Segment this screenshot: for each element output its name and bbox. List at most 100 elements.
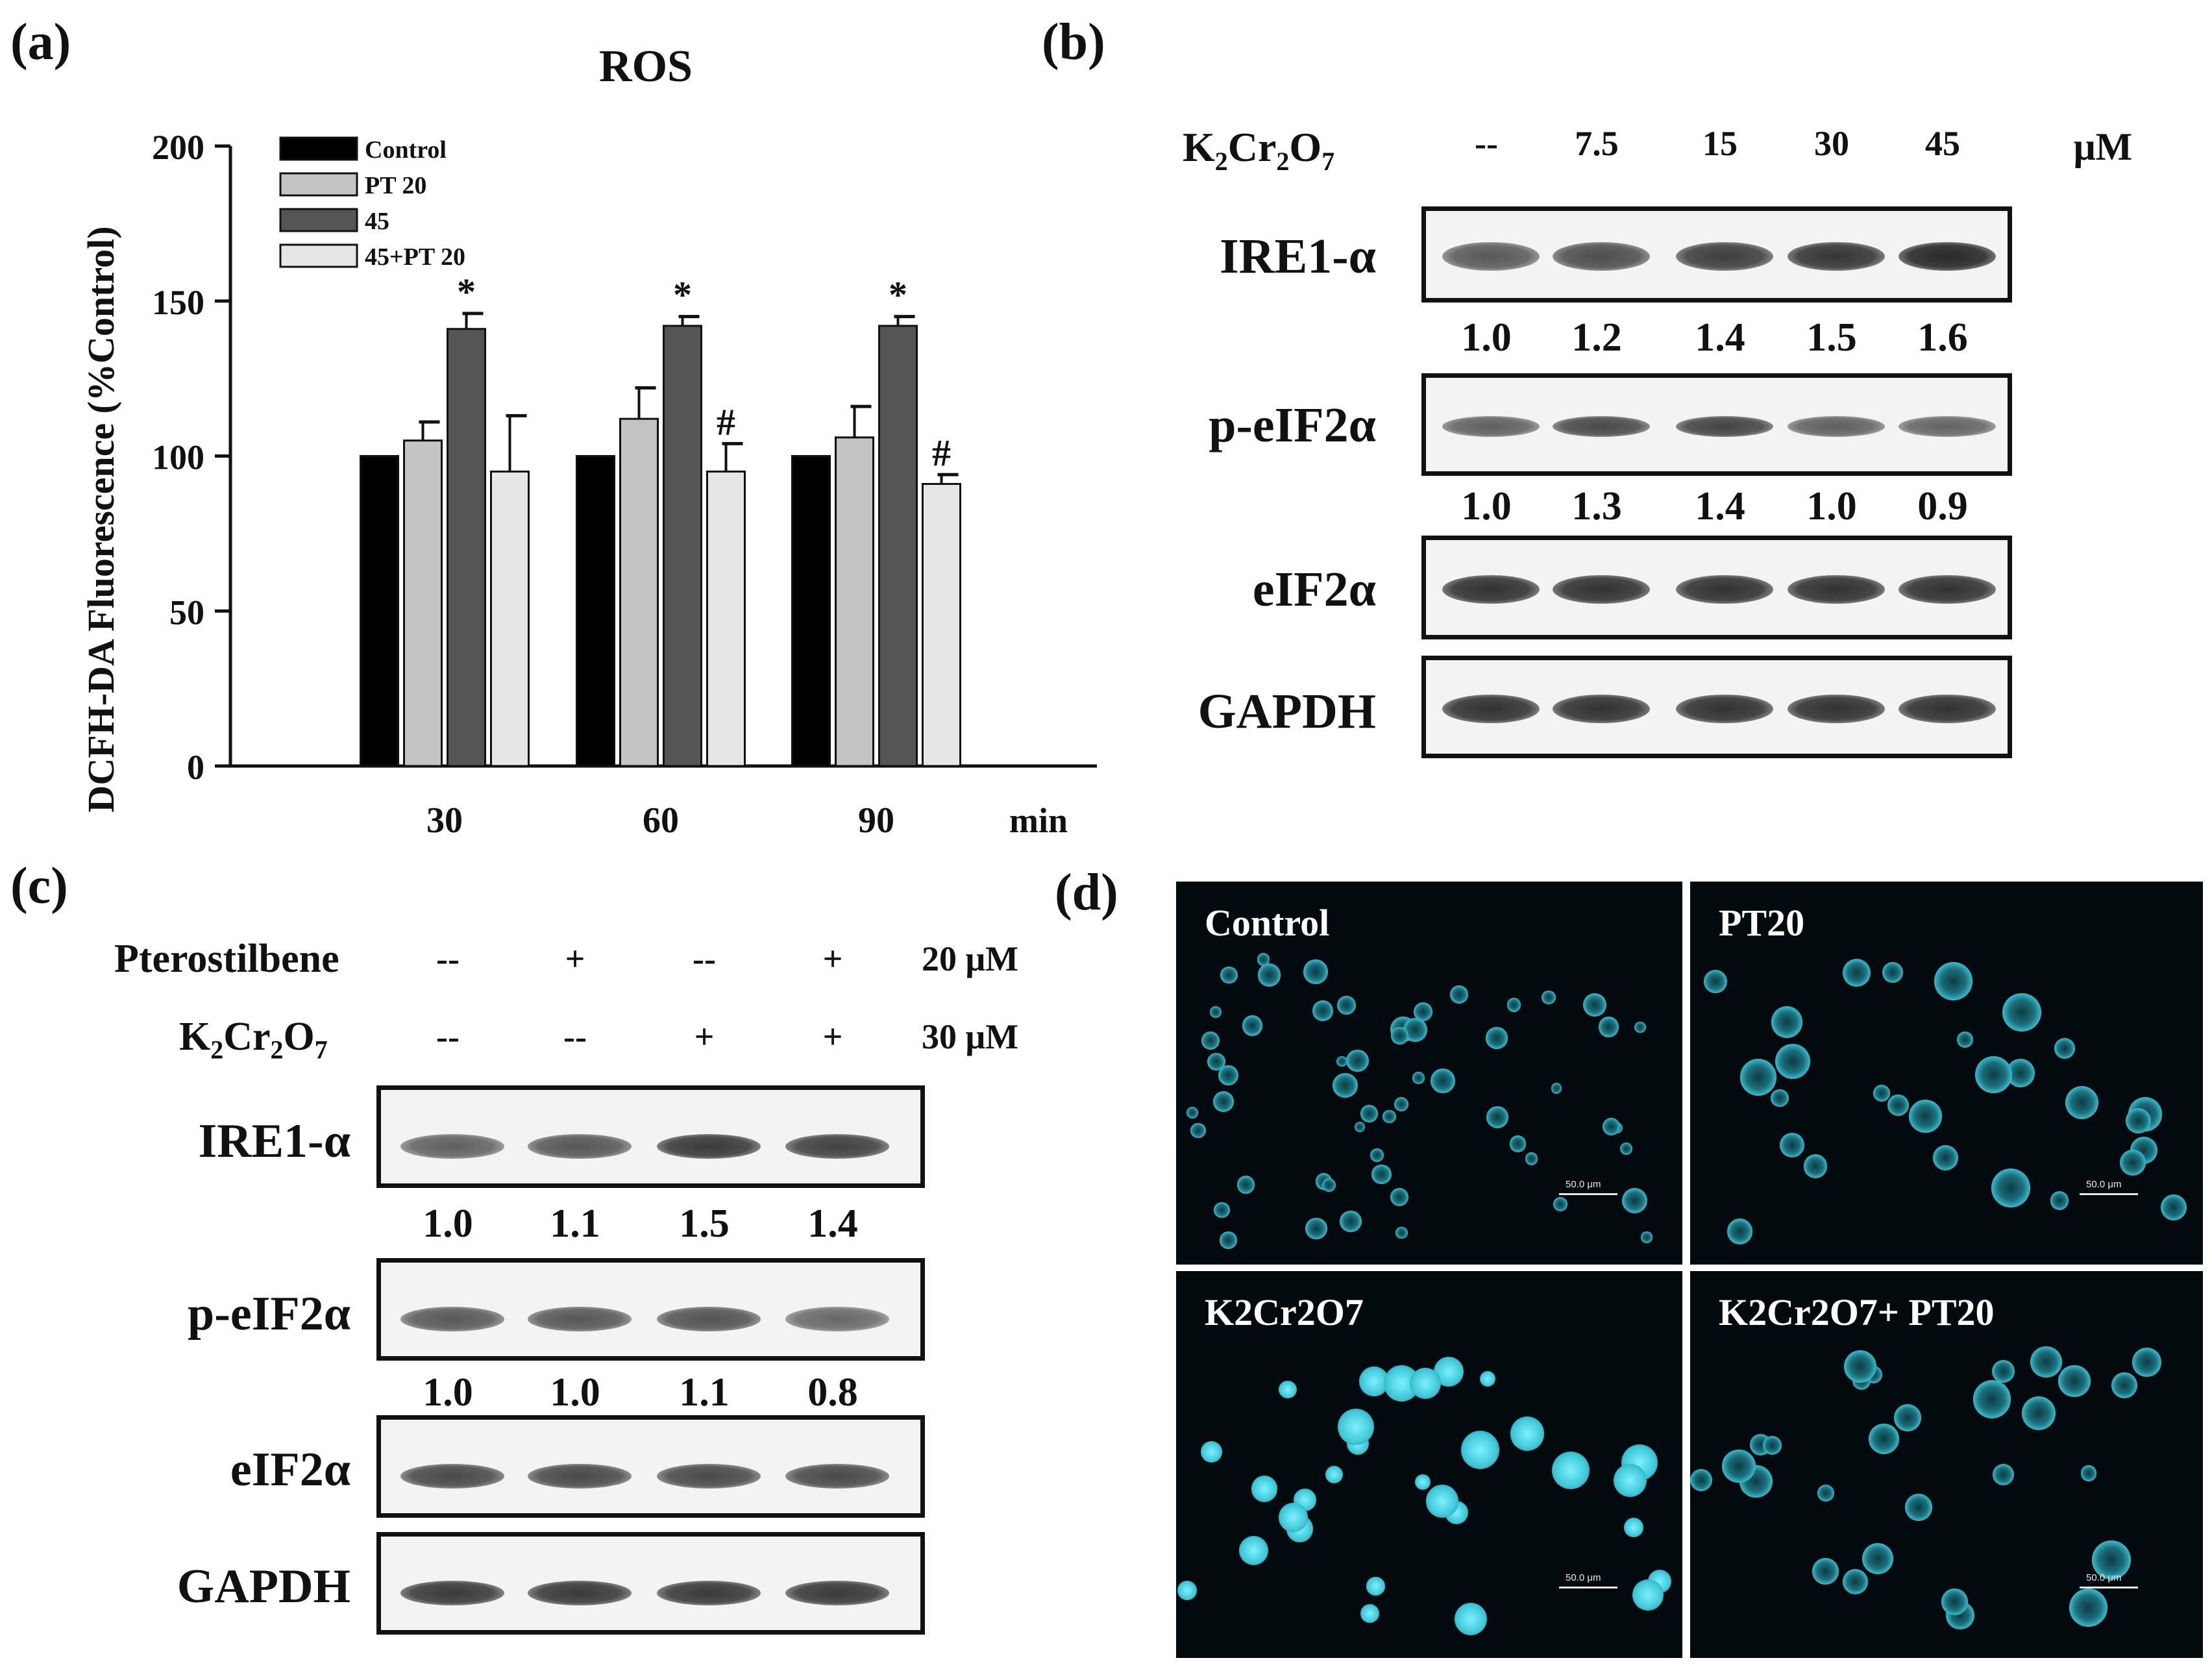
cell xyxy=(1506,998,1521,1012)
blot-label: p-eIF2α xyxy=(188,1287,350,1341)
protein-band xyxy=(785,1134,889,1159)
cell xyxy=(1932,1144,1958,1170)
western-blot xyxy=(376,1415,925,1518)
cell xyxy=(1257,953,1270,966)
cell xyxy=(1220,1231,1237,1249)
cell xyxy=(1279,1503,1308,1532)
scale-bar-label: 50.0 μm xyxy=(2086,1179,2122,1190)
cell xyxy=(1771,1089,1789,1107)
scale-bar xyxy=(2080,1587,2138,1589)
cell xyxy=(1336,1056,1347,1067)
cell xyxy=(1817,1484,1835,1502)
cell xyxy=(1909,1100,1942,1133)
cell xyxy=(1842,1568,1868,1594)
cell xyxy=(1812,1558,1839,1585)
cell xyxy=(1186,1107,1198,1119)
legend-swatch xyxy=(279,172,358,197)
cell xyxy=(1321,1178,1336,1193)
dose-label-c: 30 μM xyxy=(922,1017,1019,1056)
y-tick-label: 50 xyxy=(169,593,204,632)
cell xyxy=(1992,1463,2014,1485)
cell xyxy=(1780,1133,1805,1158)
ros-bar-chart: ROS DCFH-DA Fluorescence (%Control) min … xyxy=(80,42,1097,841)
blot-label: p-eIF2α xyxy=(1209,398,1376,452)
cell xyxy=(1762,1435,1782,1455)
cell xyxy=(1303,959,1328,984)
cell xyxy=(1214,1202,1230,1218)
bar xyxy=(619,417,659,767)
band-quantification: 1.6 xyxy=(1917,315,1968,360)
cell xyxy=(1190,1123,1206,1139)
dose-label: 30 xyxy=(1814,124,1849,163)
blot-label: IRE1-α xyxy=(198,1115,350,1168)
cell xyxy=(2065,1086,2099,1120)
legend-label: PT 20 xyxy=(365,172,426,199)
cell xyxy=(1390,1027,1408,1045)
legend-swatch xyxy=(279,243,358,268)
bar xyxy=(403,439,443,767)
cell xyxy=(1395,1226,1408,1239)
cell xyxy=(1621,1188,1647,1214)
blot-label: IRE1-α xyxy=(1220,229,1376,284)
cell xyxy=(1213,1091,1235,1113)
cell xyxy=(1337,996,1357,1015)
fluorescence-image: Control 50.0 μm xyxy=(1176,882,1682,1265)
x-tick-label: 60 xyxy=(643,800,679,841)
cell xyxy=(1991,1168,2030,1207)
bar xyxy=(878,325,918,767)
treatment-mark: + xyxy=(822,1017,843,1056)
significance-mark: # xyxy=(932,432,951,474)
cell xyxy=(1394,1096,1408,1111)
protein-band xyxy=(1676,416,1773,437)
cell xyxy=(1449,985,1468,1004)
cell xyxy=(2111,1372,2138,1399)
cell xyxy=(1332,1072,1358,1098)
cell xyxy=(1370,1148,1384,1163)
protein-band xyxy=(1788,242,1885,271)
legend-label: Control xyxy=(365,136,447,164)
cell xyxy=(1843,1350,1876,1383)
bar xyxy=(360,455,399,767)
protein-band xyxy=(1899,575,1996,604)
cell xyxy=(1486,1027,1508,1049)
k2cr2o7-label-c: K2Cr2O7 xyxy=(179,1015,328,1065)
legend-label: 45+PT 20 xyxy=(365,243,465,271)
cell xyxy=(1340,1210,1362,1233)
protein-band xyxy=(400,1464,504,1489)
bar xyxy=(835,436,874,767)
cell xyxy=(1941,1588,1968,1615)
band-quantification: 0.9 xyxy=(1917,484,1968,528)
protein-band xyxy=(1899,242,1996,271)
western-blot xyxy=(1421,656,2012,758)
cell xyxy=(1354,1121,1365,1133)
cell xyxy=(2069,1588,2108,1627)
protein-band xyxy=(400,1134,504,1159)
legend-swatch xyxy=(279,136,358,161)
x-axis-unit: min xyxy=(1009,801,1068,840)
protein-band xyxy=(1788,416,1885,437)
cell xyxy=(1325,1465,1343,1483)
cell xyxy=(1634,1021,1646,1033)
significance-mark: * xyxy=(889,274,907,316)
cell xyxy=(1390,1188,1408,1207)
cell xyxy=(2022,1396,2056,1431)
cell xyxy=(1739,1059,1777,1096)
band-quantification: 1.1 xyxy=(679,1370,730,1415)
cell xyxy=(1975,1056,2013,1094)
cell xyxy=(1620,1143,1633,1155)
panel-a-letter: (a) xyxy=(10,14,71,71)
image-label: K2Cr2O7+ PT20 xyxy=(1719,1291,1995,1333)
cell xyxy=(1279,1380,1297,1398)
protein-band xyxy=(1676,575,1773,604)
cell xyxy=(1366,1577,1385,1596)
cell xyxy=(1238,1536,1268,1566)
cell xyxy=(1480,1370,1496,1387)
bar xyxy=(447,328,486,767)
cell xyxy=(1412,1072,1425,1084)
cell xyxy=(1722,1449,1756,1483)
dose-label: 15 xyxy=(1702,124,1738,163)
chart-title: ROS xyxy=(599,42,693,92)
image-label: Control xyxy=(1205,902,1330,944)
y-axis-label: DCFH-DA Fluorescence (%Control) xyxy=(80,226,122,812)
cell xyxy=(2050,1191,2069,1210)
